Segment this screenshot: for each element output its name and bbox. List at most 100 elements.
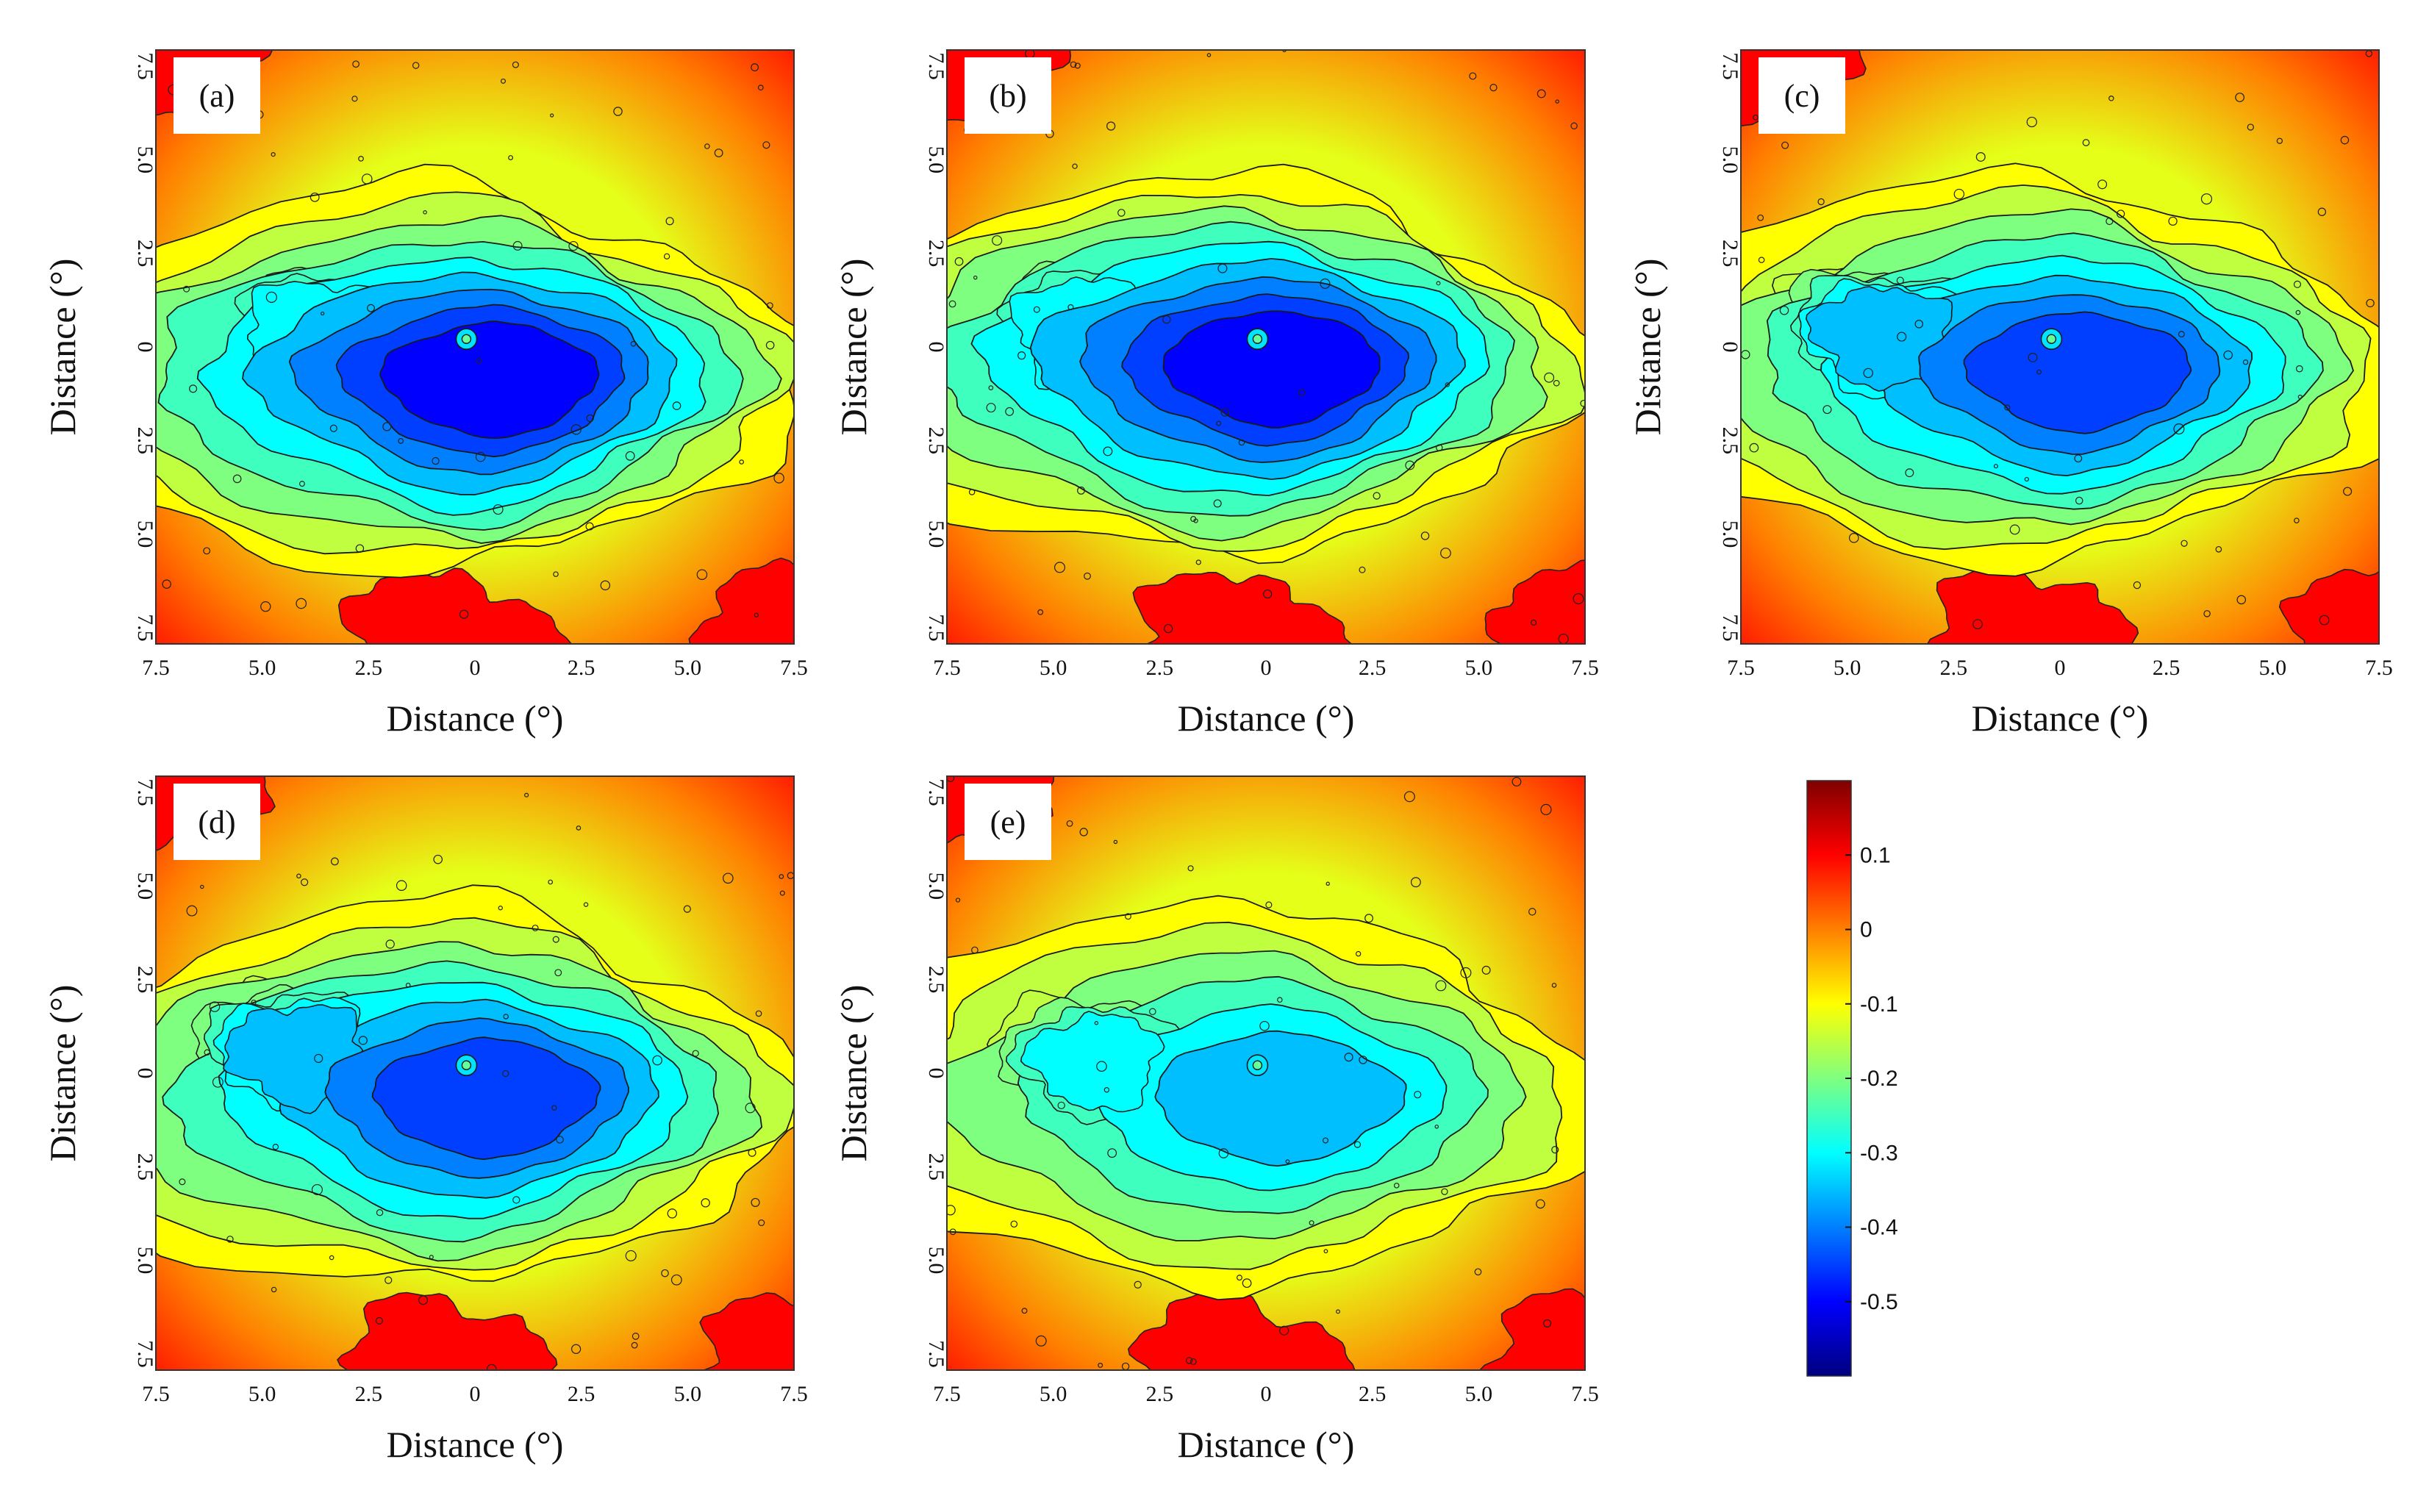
contour-speckle (1259, 1020, 1270, 1031)
contour-speckle (1540, 803, 1552, 815)
colorbar: 0.1 0 -0.1 -0.2 -0.3 -0.4 -0.5 (1806, 780, 1898, 1377)
contour-speckle (1434, 1124, 1439, 1129)
contour-speckle (670, 1274, 682, 1286)
contour-speckle (1237, 1275, 1242, 1281)
y-tick-label: 5.0 (924, 1247, 948, 1275)
contour-speckle (1972, 619, 1983, 630)
origin-contour-inner (1252, 1060, 1263, 1070)
contour-speckle (2200, 193, 2213, 205)
contour-speckle (1033, 306, 1040, 313)
contour-speckle (1536, 1199, 1545, 1209)
contour-speckle (500, 78, 507, 84)
panel-label-box (965, 57, 1051, 134)
contour-speckle (1163, 623, 1173, 634)
x-tick-label: 2.5 (2153, 656, 2181, 680)
y-axis-label: Distance (°) (42, 985, 83, 1162)
contour-speckle (630, 341, 637, 347)
y-tick-label: 0 (133, 342, 157, 353)
y-tick-label: 7.5 (133, 614, 157, 642)
y-tick-label: 0 (924, 1068, 948, 1079)
contour-speckle (329, 1255, 335, 1261)
contour-speckle (376, 1208, 384, 1217)
x-tick-label: 5.0 (1040, 656, 1067, 680)
contour-speckle (1410, 877, 1421, 888)
x-tick-label: 2.5 (568, 1382, 595, 1406)
x-tick-label: 2.5 (1146, 656, 1174, 680)
contour-speckle (1344, 1053, 1353, 1062)
contour-speckle (2235, 93, 2245, 102)
x-tick-label: 7.5 (933, 656, 961, 680)
contour-speckle (553, 571, 559, 577)
colorbar-tick-label: -0.2 (1860, 1067, 1898, 1091)
contour-speckle (429, 1255, 434, 1260)
contour-speckle (1359, 1056, 1367, 1064)
contour-speckle (2004, 404, 2011, 411)
contour-speckle (701, 1198, 710, 1208)
plot-frame (155, 49, 795, 645)
panel-label-box (965, 784, 1051, 860)
contour-speckle (714, 148, 723, 157)
contour-speckle (2319, 615, 2330, 626)
contour-speckle (1074, 62, 1081, 69)
contour-speckle (301, 878, 309, 886)
contour-speckle (2009, 524, 2020, 535)
x-tick-label: 0 (1261, 1382, 1272, 1406)
contour-speckle (586, 414, 594, 423)
y-tick-label: 2.5 (133, 427, 157, 455)
x-tick-label: 5.0 (1465, 656, 1493, 680)
contour-speckle (1098, 1362, 1103, 1368)
contour-speckle (432, 456, 440, 465)
contour-speckle (1279, 1325, 1289, 1336)
contour-hot-spot (1132, 572, 1353, 644)
y-tick-label: 7.5 (133, 1340, 157, 1368)
contour-speckle (2366, 298, 2375, 308)
contour-speckle (1277, 997, 1283, 1003)
contour-field (947, 776, 1585, 1370)
contour-speckle (1017, 351, 1026, 360)
contour-hot-spot (1479, 1288, 1585, 1370)
x-tick-label: 5.0 (248, 656, 276, 680)
contour-speckle (1553, 379, 1560, 387)
contour-field (947, 50, 1585, 644)
contour-speckle (773, 473, 784, 484)
contour-speckle (183, 285, 190, 293)
contour-speckle (1326, 881, 1330, 886)
contour-speckle (1544, 372, 1555, 383)
contour-speckle (2075, 496, 2083, 505)
contour-speckle (1355, 950, 1362, 957)
x-tick-label: 5.0 (674, 656, 702, 680)
contour-speckle (1753, 114, 1759, 121)
contour-speckle (1481, 965, 1491, 975)
y-axis-label: Distance (°) (42, 259, 83, 436)
y-tick-label: 7.5 (133, 778, 157, 806)
contour-speckle (203, 547, 211, 555)
x-tick-label: 7.5 (2365, 656, 2393, 680)
y-tick-label: 5.0 (133, 873, 157, 900)
contour-speckle (1897, 332, 1907, 342)
contour-speckle (1405, 460, 1415, 470)
colorbar-tick-label: -0.3 (1860, 1141, 1898, 1165)
y-tick-label: 0 (133, 1068, 157, 1079)
contour-speckle (751, 1197, 760, 1207)
contour-speckle (745, 1103, 756, 1114)
panel-label-box (174, 57, 260, 134)
contour-speckle (554, 969, 562, 977)
contour-speckle (2108, 95, 2114, 101)
contour-speckle (1373, 492, 1381, 500)
contour-speckle (1134, 1280, 1142, 1289)
contour-speckle (204, 1049, 210, 1056)
contour-speckle (1474, 1268, 1482, 1276)
contour-speckle (1320, 278, 1331, 289)
y-tick-label: 2.5 (133, 1153, 157, 1181)
y-axis-label: Distance (°) (833, 259, 874, 436)
contour-speckle (748, 1148, 756, 1157)
contour-speckle (704, 143, 710, 149)
contour-band-secondary (1020, 1011, 1165, 1113)
x-tick-label: 2.5 (355, 656, 383, 680)
x-axis-label: Distance (°) (387, 698, 564, 739)
contour-speckle (632, 1333, 640, 1340)
contour-speckle (2293, 280, 2302, 288)
contour-speckle (1435, 444, 1443, 451)
contour-speckle (260, 601, 271, 612)
y-tick-label: 7.5 (924, 778, 948, 806)
